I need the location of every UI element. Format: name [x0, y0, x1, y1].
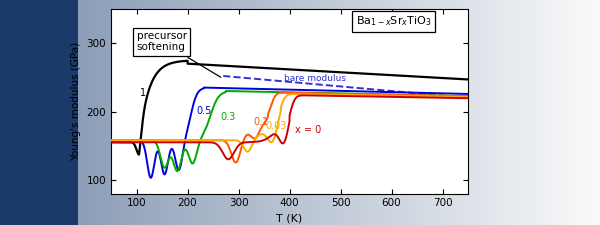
- Text: 0.3: 0.3: [221, 112, 236, 122]
- Text: bare modulus: bare modulus: [284, 74, 346, 83]
- Text: 0.5: 0.5: [197, 106, 212, 116]
- Text: precursor
softening: precursor softening: [137, 31, 221, 77]
- Bar: [0, 0, 78, 225]
- Text: 0.03: 0.03: [265, 121, 286, 131]
- Text: 0.1: 0.1: [254, 117, 269, 127]
- Text: 1: 1: [140, 88, 146, 99]
- Y-axis label: Young's modulus (GPa): Young's modulus (GPa): [71, 42, 81, 161]
- X-axis label: T (K): T (K): [277, 214, 302, 224]
- Text: x = 0: x = 0: [295, 125, 321, 135]
- Text: Ba$_{1-x}$Sr$_x$TiO$_3$: Ba$_{1-x}$Sr$_x$TiO$_3$: [356, 15, 431, 28]
